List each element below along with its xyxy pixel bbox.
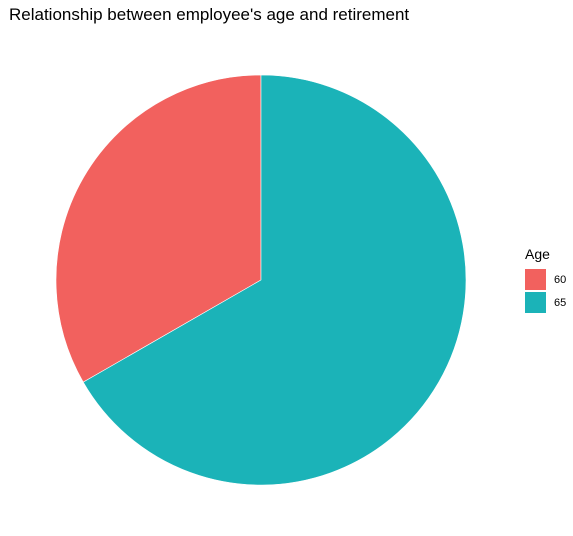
- legend-item-65: 65: [525, 291, 571, 314]
- pie-slices: [55, 74, 467, 486]
- legend-swatch-60: [525, 269, 546, 290]
- legend-item-60: 60: [525, 268, 571, 291]
- legend-label-65: 65: [554, 296, 567, 309]
- legend-title: Age: [525, 246, 550, 262]
- pie-slice-65: [82, 74, 467, 486]
- pie-slice-60: [55, 74, 262, 383]
- legend: Age 60 65: [525, 246, 571, 314]
- legend-label-60: 60: [554, 273, 567, 286]
- legend-swatch-65: [525, 292, 546, 313]
- legend-items: 60 65: [525, 268, 571, 314]
- chart-title: Relationship between employee's age and …: [9, 5, 410, 24]
